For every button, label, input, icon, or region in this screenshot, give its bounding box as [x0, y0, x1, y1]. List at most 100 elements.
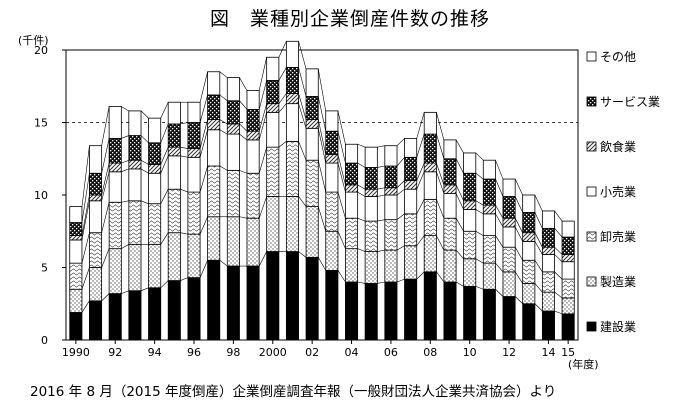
bar-segment — [226, 169, 240, 218]
bar-segment — [167, 146, 181, 157]
connector-line — [180, 277, 189, 281]
bar-segment — [561, 254, 575, 263]
bar-stack-2006 — [384, 145, 398, 341]
x-tick-label: 08 — [423, 346, 437, 359]
bar-stack-1995 — [167, 101, 181, 341]
legend-item: 小売業 — [586, 184, 636, 199]
bar-segment — [108, 138, 122, 164]
connector-line — [534, 303, 543, 312]
bar-segment — [482, 288, 496, 341]
connector-line — [160, 147, 169, 165]
y-tick-label: 0 — [41, 334, 48, 347]
connector-line — [239, 77, 248, 91]
connector-line — [337, 231, 346, 249]
connector-line — [396, 278, 405, 283]
connector-line — [278, 41, 287, 58]
legend-label: 飲食業 — [600, 139, 636, 154]
connector-line — [436, 163, 445, 185]
connector-line — [140, 200, 149, 204]
connector-line — [416, 112, 425, 139]
bar-segment — [502, 271, 516, 297]
connector-line — [239, 100, 248, 110]
bar-segment — [69, 288, 83, 313]
bar-segment — [522, 259, 536, 284]
connector-line — [101, 248, 110, 268]
x-tick-label: 12 — [502, 346, 516, 359]
bar-segment — [226, 77, 240, 102]
connector-line — [298, 196, 307, 207]
connector-line — [258, 112, 267, 140]
connector-line — [219, 71, 228, 78]
bar-segment — [443, 249, 457, 283]
connector-line — [455, 193, 464, 210]
bar-segment — [522, 303, 536, 341]
bar-segment — [305, 206, 319, 258]
legend-item: その他 — [586, 50, 636, 64]
connector-line — [180, 122, 188, 125]
plot-area-border — [65, 49, 579, 341]
connector-line — [81, 194, 90, 236]
bar-segment — [482, 178, 496, 206]
bar-segment — [207, 259, 221, 341]
connector-line — [81, 232, 90, 264]
bar-segment — [384, 281, 398, 341]
x-axis-label: (年度) — [568, 357, 599, 371]
bar-stack-2014 — [541, 210, 555, 341]
bar-segment — [482, 235, 496, 264]
bar-segment — [128, 290, 142, 341]
connector-line — [436, 171, 445, 194]
y-tick-label: 5 — [41, 262, 48, 275]
connector-line — [239, 170, 248, 174]
connector-line — [416, 199, 425, 214]
bar-segment — [404, 156, 418, 181]
connector-line — [160, 155, 169, 174]
connector-line — [455, 218, 464, 232]
connector-line — [101, 138, 110, 174]
bar-segment — [89, 145, 103, 174]
connector-line — [416, 271, 425, 280]
bar-segment — [463, 258, 477, 287]
connector-line — [140, 159, 149, 165]
connector-line — [199, 71, 208, 103]
bar-stack-1991 — [89, 145, 103, 341]
bar-segment — [69, 235, 83, 241]
bar-stack-2003 — [325, 110, 339, 341]
bar-segment — [404, 138, 418, 158]
bar-segment — [325, 191, 339, 232]
bar-segment — [423, 271, 437, 341]
bar-segment — [404, 213, 418, 247]
connector-line — [416, 235, 425, 246]
connector-line — [514, 271, 523, 284]
connector-line — [377, 187, 385, 190]
bar-segment — [266, 56, 280, 81]
connector-line — [317, 206, 327, 232]
connector-line — [278, 67, 287, 81]
bar-segment — [443, 217, 457, 251]
bar-segment — [285, 40, 299, 68]
bar-segment — [226, 133, 240, 171]
legend-swatch — [586, 186, 597, 197]
connector-line — [298, 93, 307, 120]
x-tick-label: 14 — [541, 346, 555, 359]
bar-stack-1998 — [226, 77, 240, 341]
connector-line — [554, 291, 563, 299]
legend-item: 製造業 — [586, 275, 636, 289]
legend-label: 建設業 — [600, 319, 636, 334]
connector-line — [337, 270, 346, 283]
connector-line — [475, 286, 484, 290]
bar-segment — [541, 254, 555, 273]
bar-segment — [226, 123, 240, 135]
bar-segment — [305, 119, 319, 129]
connector-line — [416, 134, 425, 158]
bar-segment — [463, 209, 477, 232]
bar-segment — [148, 287, 162, 341]
bar-segment — [384, 249, 398, 283]
bar-segment — [463, 200, 477, 210]
connector-line — [121, 290, 129, 294]
bar-segment — [148, 172, 162, 205]
connector-line — [436, 271, 445, 283]
bar-segment — [404, 245, 418, 280]
connector-line — [534, 194, 543, 212]
connector-line — [396, 188, 405, 196]
